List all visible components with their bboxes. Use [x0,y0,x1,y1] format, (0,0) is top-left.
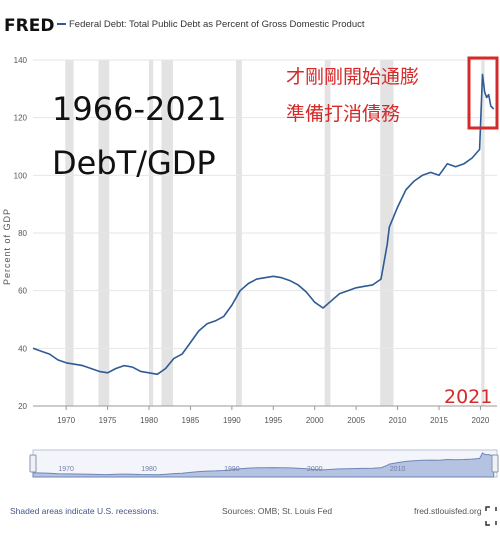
gridlines [33,59,497,349]
x-tick-label: 1990 [223,416,241,425]
x-tick-label: 1970 [57,416,75,425]
y-axis-label: Percent of GDP [2,208,12,285]
site-link[interactable]: fred.stlouisfed.org [414,506,482,516]
note-line-1: 才剛剛開始通膨 [286,66,419,88]
series-title: Federal Debt: Total Public Debt as Perce… [69,19,365,30]
x-tick-label: 1995 [264,416,282,425]
x-tick-label: 2010 [389,416,407,425]
y-tick-label: 140 [14,56,28,65]
y-tick-label: 100 [14,171,28,180]
x-tick-label: 1985 [182,416,200,425]
navigator-handle-right[interactable] [491,454,499,473]
y-tick-label: 20 [18,402,27,411]
fullscreen-icon[interactable] [485,506,497,526]
x-tick-label: 1975 [99,416,117,425]
x-axis-ticks: 1970 1975 1980 1985 1990 1995 2000 2005 2010 2015… [57,406,490,425]
navigator-tick-label: 1980 [141,466,157,473]
navigator-tick-label: 2010 [390,466,406,473]
debt-gdp-line [32,73,495,376]
highlight-box [467,56,499,130]
year-annotation: 2021 [444,386,492,408]
y-tick-label: 120 [14,114,28,123]
y-axis-ticks: 20 40 60 80 100 120 140 [14,56,28,411]
recessions-note: Shaded areas indicate U.S. recessions. [10,506,159,516]
range-navigator[interactable]: 1970 1980 1990 2000 2010 [29,449,499,478]
y-tick-label: 40 [18,344,27,353]
x-tick-label: 2005 [347,416,365,425]
navigator-tick-label: 1990 [224,466,240,473]
x-tick-label: 2020 [472,416,490,425]
series-lines [32,73,495,376]
navigator-handle-left[interactable] [29,454,37,473]
x-tick-label: 2000 [306,416,324,425]
period-annotation: 1966-2021 [52,90,226,128]
metric-annotation: DebT/GDP [52,144,216,182]
x-tick-label: 2015 [430,416,448,425]
navigator-tick-label: 1970 [58,466,74,473]
sources-note: Sources: OMB; St. Louis Fed [222,506,332,516]
navigator-tick-label: 2000 [307,466,323,473]
navigator-area [32,452,495,478]
x-tick-label: 1980 [140,416,158,425]
navigator-ticks: 1970 1980 1990 2000 2010 [58,466,405,473]
y-tick-label: 80 [18,229,27,238]
fred-logo[interactable]: FRED [4,16,54,36]
y-tick-label: 60 [18,287,27,296]
note-line-2: 準備打消債務 [286,103,400,125]
